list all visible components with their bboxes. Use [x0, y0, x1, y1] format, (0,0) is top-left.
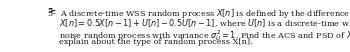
Text: explain about the type of random process X[n].: explain about the type of random process…: [59, 38, 252, 46]
Text: noise random process with variance $\sigma_U^2 = 1$. Find the ACS and PSD of $X[: noise random process with variance $\sig…: [59, 28, 350, 43]
Text: 5-  A discrete-time WSS random process $X[n]$ is defined by the difference equat: 5- A discrete-time WSS random process $X…: [47, 7, 350, 20]
Text: 5-: 5-: [47, 7, 56, 15]
Text: $X[n] = 0.5X[n-1] + U[n] - 0.5U[n-1]$, where $U[n]$ is a discrete-time white: $X[n] = 0.5X[n-1] + U[n] - 0.5U[n-1]$, w…: [59, 18, 350, 29]
